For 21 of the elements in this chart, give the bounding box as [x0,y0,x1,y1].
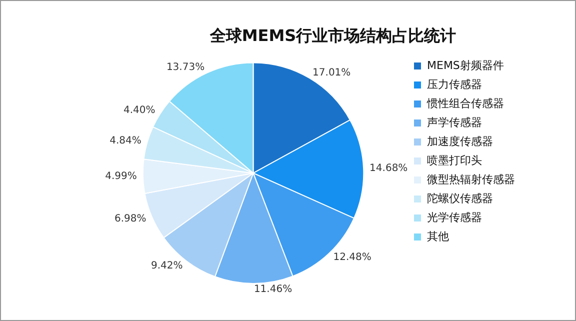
chart-title: 全球MEMS行业市场结构占比统计 [208,26,456,45]
legend-label: MEMS射频器件 [427,58,504,72]
legend-label: 光学传感器 [427,210,482,224]
data-label: 4.84% [110,136,142,147]
data-label: 4.40% [123,104,156,116]
data-label: 9.42% [151,260,183,272]
data-label: 6.98% [114,214,146,225]
legend-label: 惯性组合传感器 [426,96,504,110]
data-label: 12.48% [333,252,372,264]
data-label: 11.46% [254,284,292,296]
legend-label: 压力传感器 [427,78,482,91]
legend-label: 陀螺仪传感器 [427,192,493,205]
data-label: 14.68% [370,162,408,174]
data-label: 17.01% [312,68,351,79]
legend-label: 喷墨打印头 [427,154,482,167]
data-label: 4.99% [105,171,137,182]
data-label: 13.73% [166,62,205,73]
legend-label: 其他 [427,230,449,243]
legend-label: 加速度传感器 [427,134,493,148]
legend-label: 微型热辐射传感器 [427,172,515,186]
legend-label: 声学传感器 [427,116,482,129]
